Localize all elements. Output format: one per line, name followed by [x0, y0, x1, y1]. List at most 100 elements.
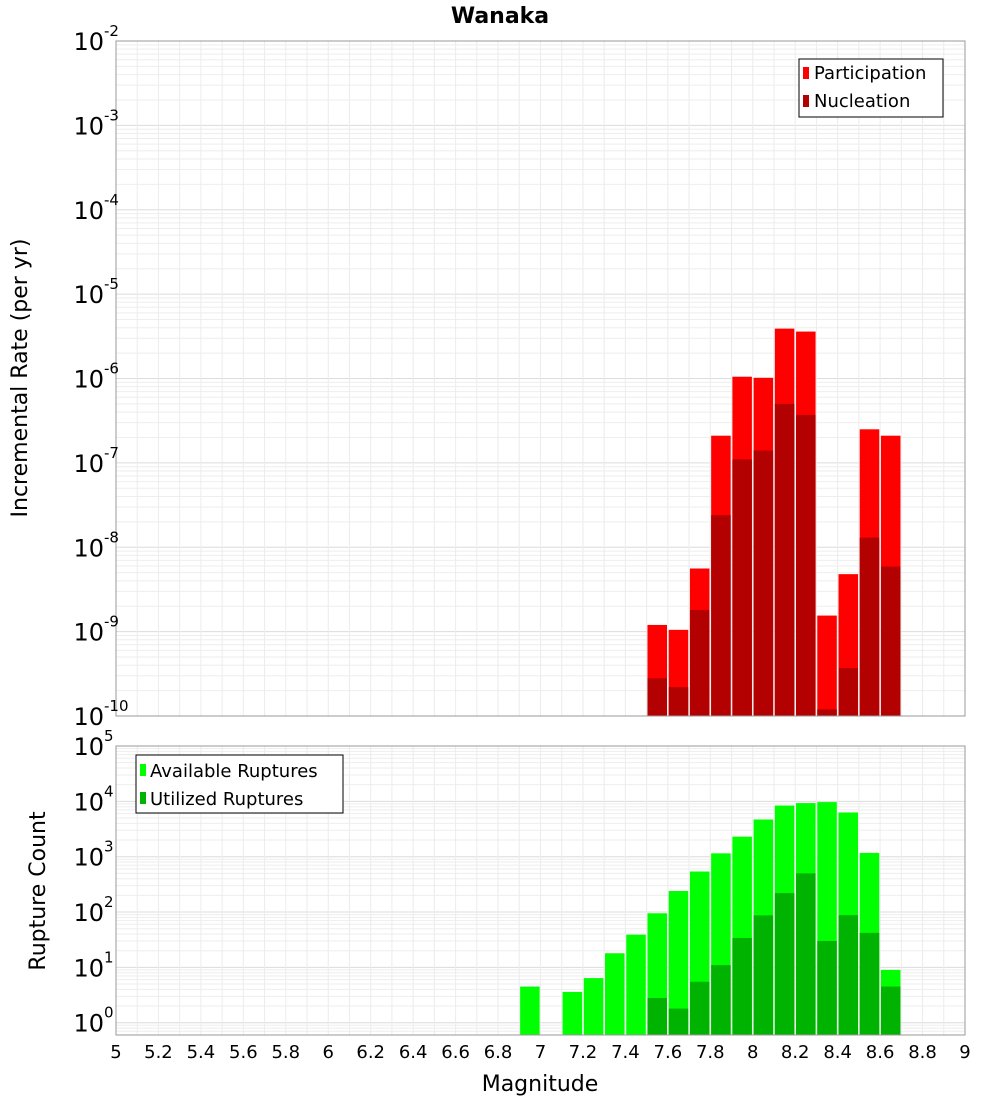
x-axis-ticks: 5 5.2 5.4 5.6 5.8 6 6.2 6.4 6.6 6.8 7 7.2 7.4 7.6 7.8 8…: [110, 1042, 970, 1063]
bottom-chart-bars: [520, 802, 901, 1035]
y-tick-label: 10: [73, 788, 104, 816]
bar-nucleation: [668, 687, 689, 716]
bar-utilized-ruptures: [668, 1008, 689, 1035]
y-tick-label: 10: [73, 954, 104, 982]
x-tick-label: 5.4: [187, 1042, 216, 1063]
y-tick-label: 10: [73, 366, 104, 394]
bar-nucleation: [817, 709, 837, 716]
x-tick-label: 7: [535, 1042, 546, 1063]
y-tick-exponent: -10: [104, 697, 129, 715]
bar-nucleation: [689, 610, 710, 716]
top-chart-bars: [647, 328, 901, 716]
bar-utilized-ruptures: [859, 932, 880, 1035]
y-tick-exponent: 3: [104, 838, 114, 856]
y-tick-exponent: -6: [104, 360, 119, 378]
chart-title: Wanaka: [451, 4, 549, 29]
x-tick-label: 6.6: [441, 1042, 470, 1063]
top-plot-area: [115, 40, 966, 717]
y-tick-exponent: -9: [104, 613, 119, 631]
bar-utilized-ruptures: [647, 997, 668, 1035]
y-tick-exponent: 4: [104, 782, 114, 800]
bottom-plot-area: [115, 745, 966, 1036]
bar-utilized-ruptures: [796, 873, 816, 1035]
y-tick-label: 10: [73, 899, 104, 927]
top-legend: Participation Nucleation: [798, 58, 944, 118]
legend-label-available: Available Ruptures: [150, 761, 318, 782]
x-tick-label: 8.8: [908, 1042, 937, 1063]
bar-nucleation: [732, 459, 752, 716]
y-tick-exponent: 2: [104, 893, 114, 911]
y-tick-label: 10: [73, 28, 104, 56]
bottom-legend: Available Ruptures Utilized Ruptures: [135, 754, 344, 814]
y-tick-label: 10: [73, 112, 104, 140]
legend-label-utilized: Utilized Ruptures: [150, 789, 303, 810]
y-tick-label: 10: [73, 281, 104, 309]
x-axis-label: Magnitude: [482, 1072, 599, 1097]
legend-swatch-nucleation: [803, 95, 809, 107]
bar-nucleation: [880, 566, 901, 716]
bar-utilized-ruptures: [774, 893, 795, 1035]
bar-participation: [817, 615, 837, 716]
y-tick-exponent: 5: [104, 727, 114, 745]
y-tick-label: 10: [73, 619, 104, 647]
x-tick-label: 8: [747, 1042, 758, 1063]
top-chart-grid: [115, 41, 966, 717]
x-tick-label: 6.2: [356, 1042, 385, 1063]
legend-swatch-available: [140, 764, 146, 776]
y-tick-exponent: -2: [104, 22, 119, 40]
y-tick-exponent: 1: [104, 948, 114, 966]
x-tick-label: 9: [959, 1042, 970, 1063]
y-tick-label: 10: [73, 844, 104, 872]
x-tick-label: 7.2: [569, 1042, 598, 1063]
y-tick-label: 10: [73, 1010, 104, 1038]
x-tick-label: 5.8: [271, 1042, 300, 1063]
top-y-axis-label: Incremental Rate (per yr): [8, 239, 33, 518]
y-tick-exponent: -3: [104, 106, 119, 124]
x-tick-label: 6: [323, 1042, 334, 1063]
bar-nucleation: [838, 668, 859, 716]
bar-nucleation: [774, 403, 795, 716]
x-tick-label: 6.8: [484, 1042, 513, 1063]
x-tick-label: 6.4: [399, 1042, 428, 1063]
y-tick-label: 10: [73, 450, 104, 478]
bar-nucleation: [859, 537, 880, 716]
bar-utilized-ruptures: [689, 981, 710, 1035]
y-tick-exponent: -8: [104, 528, 119, 546]
legend-swatch-utilized: [140, 792, 146, 804]
x-tick-label: 5.6: [229, 1042, 258, 1063]
bar-available-ruptures: [605, 953, 625, 1035]
bar-utilized-ruptures: [838, 915, 859, 1035]
bar-nucleation: [753, 450, 774, 716]
x-tick-label: 5: [110, 1042, 121, 1063]
bar-utilized-ruptures: [711, 965, 731, 1035]
bar-utilized-ruptures: [817, 940, 837, 1035]
top-legend-box: [798, 58, 944, 118]
bar-nucleation: [796, 414, 816, 716]
bar-available-ruptures: [562, 991, 583, 1035]
x-tick-label: 5.2: [144, 1042, 173, 1063]
bar-available-ruptures: [583, 978, 604, 1035]
bar-nucleation: [647, 678, 668, 716]
x-tick-label: 8.2: [781, 1042, 810, 1063]
legend-label-participation: Participation: [814, 63, 926, 84]
bar-utilized-ruptures: [732, 937, 752, 1035]
y-tick-label: 10: [73, 733, 104, 761]
bar-nucleation: [711, 515, 731, 716]
x-tick-label: 8.4: [823, 1042, 852, 1063]
y-tick-label: 10: [73, 534, 104, 562]
y-tick-exponent: 0: [104, 1004, 114, 1022]
bottom-legend-box: [135, 754, 344, 814]
legend-swatch-participation: [803, 67, 809, 79]
y-tick-label: 10: [73, 197, 104, 225]
x-tick-label: 8.6: [866, 1042, 895, 1063]
bar-available-ruptures: [520, 986, 540, 1035]
bottom-y-axis-label: Rupture Count: [26, 811, 51, 971]
y-tick-exponent: -7: [104, 444, 119, 462]
bar-utilized-ruptures: [880, 986, 901, 1035]
bar-utilized-ruptures: [753, 915, 774, 1035]
x-tick-label: 7.4: [611, 1042, 640, 1063]
x-tick-label: 7.6: [654, 1042, 683, 1063]
bar-available-ruptures: [668, 890, 689, 1035]
